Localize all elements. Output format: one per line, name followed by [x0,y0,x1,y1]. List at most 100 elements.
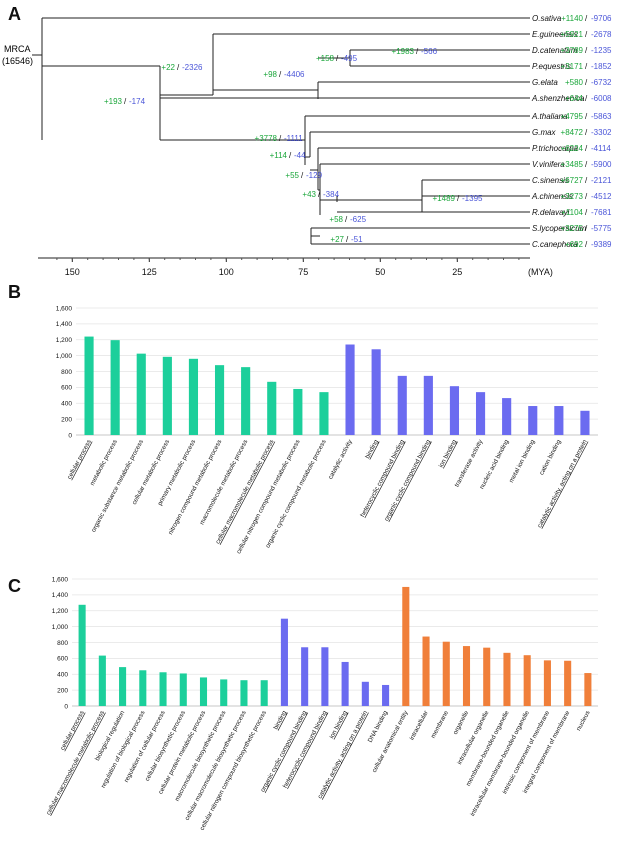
bar [543,660,551,706]
bar [422,636,430,706]
bar [162,356,172,435]
mrca-count: (16546) [2,56,33,66]
species-separator: / [585,144,588,153]
species-separator: / [585,192,588,201]
bar [371,349,381,435]
x-category-label: organelle [452,709,471,736]
species-loss: -3302 [591,128,612,137]
bar [423,375,433,435]
bar [361,681,369,706]
x-category-label: binding [364,438,380,460]
bar [523,655,531,706]
node-gain: +22 [161,63,175,72]
species-loss: -2121 [591,176,612,185]
species-loss: -9389 [591,240,612,249]
bar [301,647,309,706]
x-category-label: organic substance metabolic process [90,439,145,534]
node-gain: +98 [263,70,277,79]
node-separator: / [124,97,127,106]
species-loss: -1852 [591,62,612,71]
y-tick-label: 1,200 [56,337,73,344]
bar [280,618,288,706]
bar [199,677,208,706]
species-separator: / [585,240,588,249]
species-label: O.sativa [532,14,562,23]
node-separator: / [177,63,180,72]
species-gain: +8472 [561,128,584,137]
bar [214,365,225,435]
species-label: C.sinensis [532,176,569,185]
species-separator: / [585,46,588,55]
species-label: G.max [532,128,557,137]
species-separator: / [585,30,588,39]
species-separator: / [585,128,588,137]
species-gain: +3275 [561,224,584,233]
species-gain: +644 [565,94,584,103]
y-tick-label: 1,600 [56,305,73,312]
node-separator: / [416,47,419,56]
node-loss: -566 [421,47,438,56]
bar [293,388,303,435]
species-gain: +692 [565,240,584,249]
species-separator: / [585,160,588,169]
bar [319,392,329,435]
node-loss: -44 [294,151,306,160]
y-tick-label: 600 [61,385,72,392]
x-category-label: macromolecule metabolic process [199,439,250,526]
x-category-label: binding [272,709,288,731]
node-gain: +114 [270,151,288,160]
x-category-label: metal ion binding [508,438,537,484]
bar [220,679,228,706]
phylogenetic-tree: O.sativa +1140/-9706E.guineensis+5921/-26… [32,14,612,249]
y-tick-label: 600 [57,656,68,663]
species-loss: -2678 [591,30,612,39]
axis-tick-label: 25 [452,267,462,277]
x-category-label: ion binding [438,438,459,469]
y-tick-label: 400 [57,672,68,679]
y-tick-label: 1,400 [52,592,69,599]
bar [159,672,167,706]
species-loss: -4512 [591,192,612,201]
bar [503,652,511,706]
bar [528,406,538,435]
x-category-label: cellular biosynthetic process [144,710,187,783]
y-tick-label: 200 [61,416,72,423]
node-loss: -51 [351,235,363,244]
node-loss: -129 [306,171,323,180]
species-gain: +3273 [561,192,584,201]
node-separator: / [301,171,304,180]
species-label: C.canephora [532,240,578,249]
panel-label-c: C [8,576,21,596]
bar [580,410,590,435]
axis-tick-label: 100 [219,267,234,277]
bar [321,647,329,706]
node-separator: / [279,134,282,143]
node-separator: / [336,54,339,63]
node-loss: -1111 [284,134,303,143]
tree-time-axis: 150 125 100 75 50 25 (MYA) [38,257,553,277]
species-gain: +3171 [561,62,584,71]
node-separator: / [279,70,282,79]
bar [554,406,564,435]
node-gain: +1489 [433,194,456,203]
panel-label-b: B [8,282,21,302]
node-gain: +58 [329,215,343,224]
x-category-label: organic cyclic compound metabolic proces… [265,439,328,550]
go-bar-chart-c: 0 200 400 600 800 1,000 1,200 1,400 1,600 cellula… [45,576,598,832]
axis-unit: (MYA) [528,267,553,277]
bar [584,673,592,706]
species-label: E.guineensis [532,30,578,39]
x-category-label: metabolic process [89,439,119,487]
bar [267,381,277,435]
node-loss: -384 [323,190,340,199]
x-category-label: DNA binding [367,709,390,744]
species-loss: -1235 [591,46,612,55]
y-tick-label: 400 [61,401,72,408]
node-gain: +43 [302,190,316,199]
species-loss: -5863 [591,112,612,121]
x-category-label: organic cyclic compound binding [383,438,432,522]
species-separator: / [585,14,588,23]
species-loss: -6008 [591,94,612,103]
species-loss: -5900 [591,160,612,169]
